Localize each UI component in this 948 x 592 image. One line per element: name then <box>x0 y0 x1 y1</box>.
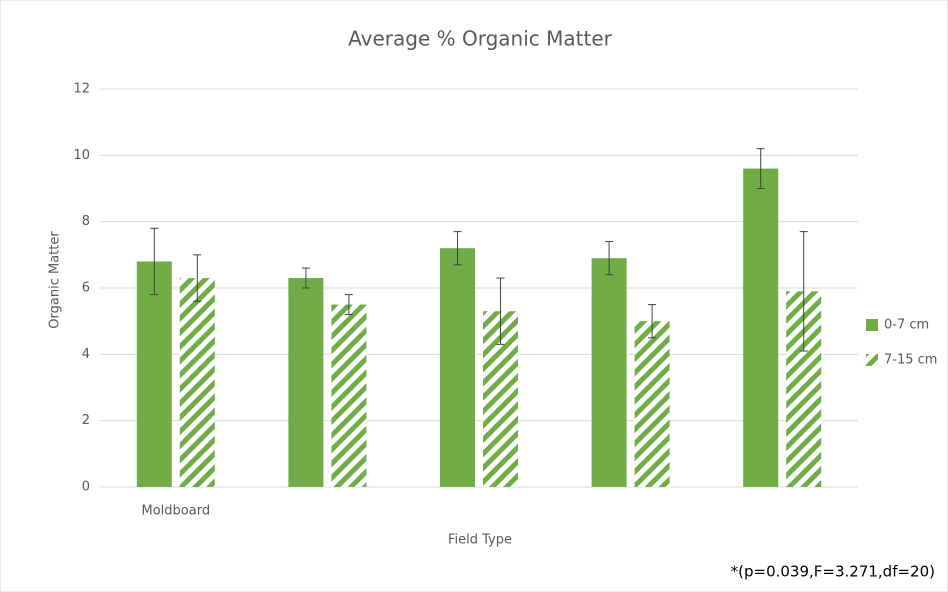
legend-swatch <box>866 319 878 331</box>
bar <box>288 278 323 487</box>
y-axis-label: Organic Matter <box>48 231 63 329</box>
bar <box>137 261 172 487</box>
bar <box>743 169 778 487</box>
bar <box>331 305 366 487</box>
y-tick-label: 2 <box>82 413 90 428</box>
x-axis-label: Field Type <box>448 533 512 548</box>
legend-swatch <box>866 354 878 366</box>
y-tick-label: 8 <box>82 214 90 229</box>
x-tick-label: Moldboard <box>142 504 211 519</box>
y-tick-label: 10 <box>73 148 90 163</box>
y-tick-label: 6 <box>82 281 90 296</box>
chart-title: Average % Organic Matter <box>348 27 612 51</box>
bar <box>440 248 475 487</box>
y-tick-label: 4 <box>82 347 90 362</box>
y-tick-label: 12 <box>73 82 90 97</box>
legend-label: 7-15 cm <box>884 353 937 368</box>
bar <box>635 321 670 487</box>
chart: Average % Organic Matter Organic Matter … <box>0 0 948 592</box>
annotation: *(p=0.039,F=3.271,df=20) <box>731 563 935 581</box>
y-tick-label: 0 <box>82 480 90 495</box>
bar <box>180 278 215 487</box>
legend-label: 0-7 cm <box>884 318 929 333</box>
bar <box>592 258 627 487</box>
